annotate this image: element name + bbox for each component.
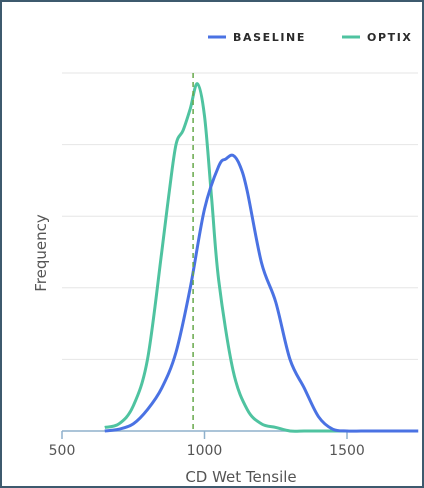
x-axis-title: CD Wet Tensile — [185, 468, 296, 486]
series-line-baseline[interactable] — [104, 153, 419, 433]
legend-item-baseline[interactable]: BASELINE — [208, 31, 306, 44]
x-ticks: 500 1000 1500 — [49, 431, 365, 459]
legend: BASELINE OPTIX — [208, 31, 413, 44]
y-axis-title: Frequency — [32, 214, 50, 292]
x-tick-label: 1500 — [329, 443, 365, 459]
gridlines — [62, 72, 418, 360]
x-tick-label: 1000 — [187, 443, 223, 459]
legend-label-optix: OPTIX — [367, 31, 413, 44]
legend-item-optix[interactable]: OPTIX — [342, 31, 413, 44]
series-group — [104, 82, 419, 433]
legend-label-baseline: BASELINE — [233, 31, 306, 44]
x-tick-label: 500 — [49, 443, 76, 459]
series-line-optix[interactable] — [104, 82, 347, 433]
